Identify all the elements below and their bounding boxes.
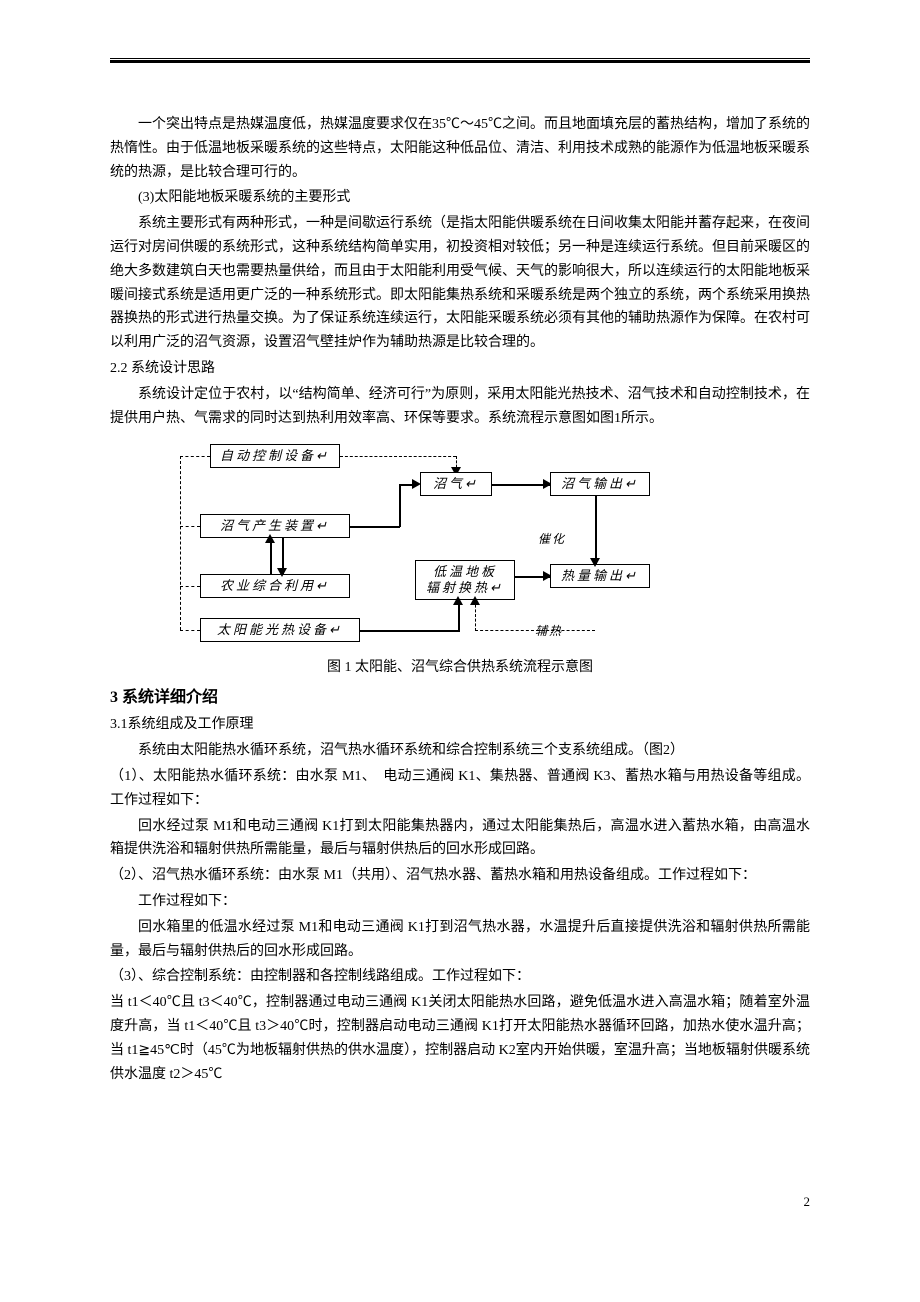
header-rule: [110, 60, 810, 63]
paragraph-sub: 工作过程如下：: [110, 890, 810, 914]
edge: [360, 630, 460, 632]
edge: [270, 538, 272, 574]
paragraph: （1）、太阳能热水循环系统：由水泵 M1、 电动三通阀 K1、集热器、普通阀 K…: [110, 765, 810, 813]
figure-1-caption: 图 1 太阳能、沼气综合供热系统流程示意图: [110, 656, 810, 680]
edge: [595, 496, 597, 564]
node-biogas: 沼气↵: [420, 472, 492, 496]
edge: [492, 484, 550, 486]
node-biogas-output: 沼气输出↵: [550, 472, 650, 496]
paragraph: 回水箱里的低温水经过泵 M1和电动三通阀 K1打到沼气热水器，水温提升后直接提供…: [110, 916, 810, 964]
paragraph: （2）、沼气热水循环系统：由水泵 M1（共用）、沼气热水器、蓄热水箱和用热设备组…: [110, 864, 810, 888]
edge-dashed: [180, 456, 181, 630]
page-number: 2: [804, 1194, 811, 1210]
node-biogas-generator: 沼气产生装置↵: [200, 514, 350, 538]
paragraph: 系统主要形式有两种形式，一种是间歇运行系统（是指太阳能供暖系统在日间收集太阳能并…: [110, 212, 810, 355]
arrow-up-icon: [453, 596, 463, 605]
arrow-up-icon: [470, 596, 480, 605]
arrow-down-icon: [277, 568, 287, 577]
figure-1-flowchart: 自动控制设备↵ 沼气↵ 沼气输出↵ 沼气产生装置↵ 农业综合利用↵ 太阳能光热设…: [140, 440, 660, 650]
edge-dashed: [180, 526, 200, 527]
paragraph: 系统设计定位于农村，以“结构简单、经济可行”为原则，采用太阳能光热技术、沼气技术…: [110, 383, 810, 431]
paragraph: 当 t1＜40℃且 t3＜40℃，控制器通过电动三通阀 K1关闭太阳能热水回路，…: [110, 991, 810, 1086]
arrow-right-icon: [412, 479, 421, 489]
arrow-down-icon: [590, 558, 600, 567]
node-auto-control: 自动控制设备↵: [210, 444, 340, 468]
edge-label-aux-heat: 辅热: [535, 622, 563, 639]
edge-dashed: [180, 586, 200, 587]
paragraph-subhead: (3)太阳能地板采暖系统的主要形式: [110, 186, 810, 210]
node-agri-use: 农业综合利用↵: [200, 574, 350, 598]
edge: [399, 484, 401, 527]
node-floor-radiant: 低温地板 辐射换热↵: [415, 560, 515, 600]
page: 一个突出特点是热媒温度低，热媒温度要求仅在35℃～45℃之间。而且地面填充层的蓄…: [0, 0, 920, 1240]
paragraph: （3）、综合控制系统：由控制器和各控制线路组成。工作过程如下：: [110, 965, 810, 989]
section-3-heading: 3 系统详细介绍: [110, 684, 810, 711]
node-solar-thermal: 太阳能光热设备↵: [200, 618, 360, 642]
node-heat-output: 热量输出↵: [550, 564, 650, 588]
paragraph: 系统由太阳能热水循环系统，沼气热水循环系统和综合控制系统三个支系统组成。（图2）: [110, 739, 810, 763]
paragraph: 一个突出特点是热媒温度低，热媒温度要求仅在35℃～45℃之间。而且地面填充层的蓄…: [110, 113, 810, 184]
paragraph: 回水经过泵 M1和电动三通阀 K1打到太阳能集热器内，通过太阳能集热后，高温水进…: [110, 815, 810, 863]
edge: [350, 526, 400, 528]
section-3-1-title: 3.1系统组成及工作原理: [110, 713, 810, 737]
arrow-up-icon: [265, 534, 275, 543]
edge-dashed: [340, 456, 456, 457]
section-2-2-title: 2.2 系统设计思路: [110, 357, 810, 381]
edge-dashed: [180, 456, 210, 457]
edge-label-catalysis: 催化: [538, 530, 566, 547]
edge-dashed: [180, 630, 200, 631]
